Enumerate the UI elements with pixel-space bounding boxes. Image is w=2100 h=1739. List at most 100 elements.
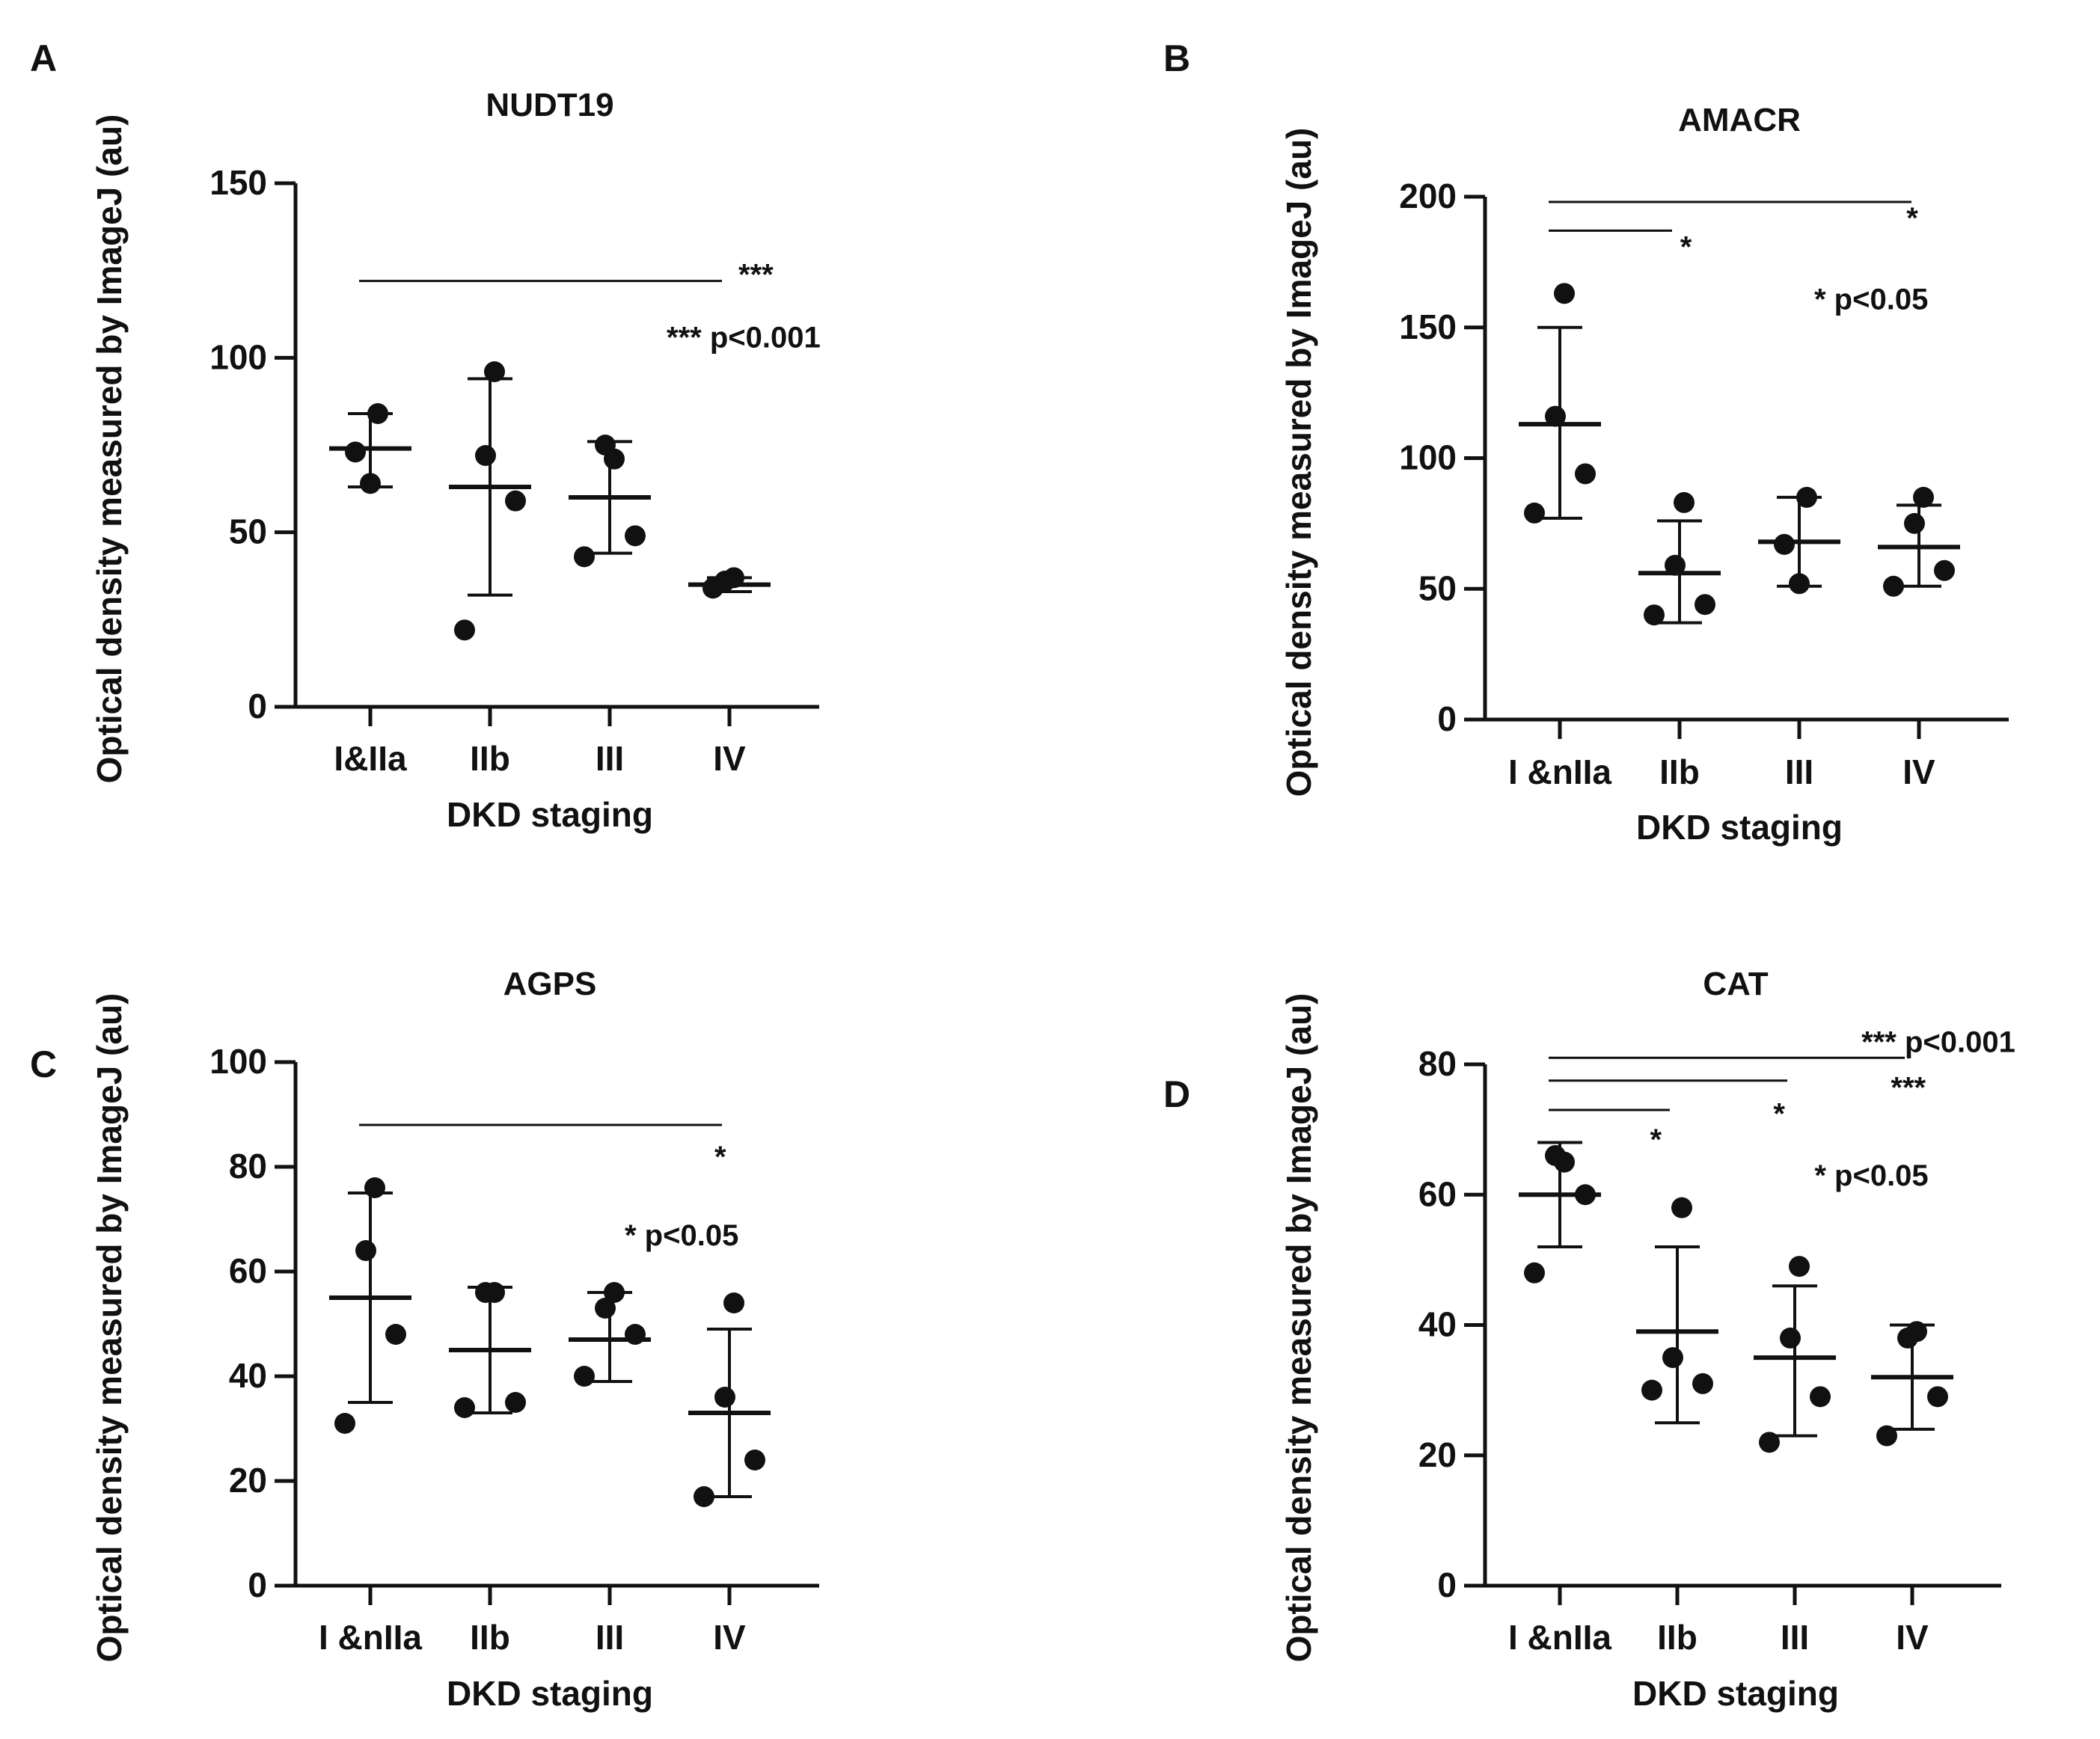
significance-label: *** xyxy=(738,258,774,291)
data-point xyxy=(574,1366,595,1387)
significance-label: * xyxy=(1680,230,1692,263)
x-tick-label: IV xyxy=(713,739,746,778)
data-point xyxy=(484,361,505,382)
y-tick-label: 100 xyxy=(209,337,267,376)
y-tick-label: 150 xyxy=(209,163,267,202)
data-point xyxy=(1545,405,1566,427)
data-point xyxy=(1897,1327,1918,1349)
data-point xyxy=(1671,1197,1692,1218)
data-point xyxy=(1695,594,1715,616)
data-point xyxy=(714,1387,735,1408)
data-point xyxy=(1644,604,1665,626)
y-tick-label: 60 xyxy=(1418,1174,1457,1213)
data-point xyxy=(1789,573,1810,595)
chart-title: AGPS xyxy=(503,966,597,1002)
data-point xyxy=(505,490,526,512)
y-tick-label: 200 xyxy=(1399,177,1457,215)
data-point xyxy=(505,1392,526,1413)
significance-label: * xyxy=(1906,202,1918,235)
x-axis-title: DKD staging xyxy=(447,795,653,834)
x-tick-label: I &nIIa xyxy=(1508,1618,1611,1657)
data-point xyxy=(625,1324,646,1345)
data-point xyxy=(1789,1256,1810,1278)
x-tick-label: IV xyxy=(1902,752,1935,791)
y-tick-label: 20 xyxy=(1418,1435,1457,1474)
data-point xyxy=(1904,512,1925,534)
data-point xyxy=(1641,1379,1662,1401)
data-point xyxy=(1913,486,1934,508)
y-tick-label: 40 xyxy=(229,1356,267,1395)
x-axis-title: DKD staging xyxy=(1636,808,1843,847)
x-tick-label: IIb xyxy=(1657,1618,1698,1657)
data-point xyxy=(1554,283,1575,304)
x-tick-label: I &nIIa xyxy=(1508,752,1611,791)
y-tick-label: 80 xyxy=(1418,1044,1457,1083)
y-axis-title: Optical density measured by ImageJ (au) xyxy=(90,993,129,1663)
significance-label: * p<0.05 xyxy=(1814,283,1928,316)
significance-label: * p<0.05 xyxy=(625,1219,738,1252)
x-tick-label: IIb xyxy=(470,739,510,778)
data-point xyxy=(385,1324,406,1345)
data-point xyxy=(1665,554,1686,576)
data-point xyxy=(475,1282,496,1303)
data-point xyxy=(1876,1425,1897,1447)
data-point xyxy=(1545,1144,1566,1166)
x-tick-label: III xyxy=(596,739,624,778)
data-point xyxy=(1934,559,1955,581)
data-point xyxy=(1575,1184,1596,1206)
panel-b: B AMACR 0 50 100 150 200 I &nIIa IIb III IV DKD sta… xyxy=(1163,37,2009,847)
y-axis-title: Optical density measured by ImageJ (au) xyxy=(1279,128,1318,797)
data-point xyxy=(367,403,388,424)
y-tick-label: 150 xyxy=(1399,307,1457,346)
chart-title: NUDT19 xyxy=(486,87,613,123)
data-point xyxy=(1774,533,1795,555)
x-tick-label: IIb xyxy=(470,1618,510,1657)
y-tick-label: 0 xyxy=(248,687,267,726)
y-tick-label: 40 xyxy=(1418,1305,1457,1344)
data-point xyxy=(364,1177,385,1198)
data-point xyxy=(714,571,735,592)
panel-letter: C xyxy=(30,1043,57,1085)
y-axis-title: Optical density measured by ImageJ (au) xyxy=(90,114,129,784)
panel-d: D CAT 0 20 40 60 80 I &nIIa IIb III IV DKD staging O… xyxy=(1163,966,2015,1713)
significance-label: *** xyxy=(1891,1071,1926,1104)
data-point xyxy=(1575,463,1596,485)
significance-label: * xyxy=(714,1141,726,1174)
y-tick-label: 0 xyxy=(1437,1565,1457,1604)
x-tick-label: III xyxy=(596,1618,624,1657)
data-point xyxy=(334,1413,355,1434)
data-point xyxy=(1759,1432,1780,1453)
x-tick-label: III xyxy=(1785,752,1813,791)
significance-label: * p<0.05 xyxy=(1814,1159,1928,1192)
data-point xyxy=(1810,1386,1831,1408)
y-tick-label: 0 xyxy=(1437,699,1457,738)
significance-label: *** p<0.001 xyxy=(667,321,821,354)
data-point xyxy=(454,1397,475,1418)
data-point xyxy=(1796,486,1817,508)
y-tick-label: 80 xyxy=(229,1147,267,1186)
panel-letter: B xyxy=(1163,37,1190,79)
chart-title: AMACR xyxy=(1678,102,1801,138)
data-point xyxy=(1524,1262,1545,1283)
data-point xyxy=(360,473,381,494)
y-axis-title: Optical density measured by ImageJ (au) xyxy=(1279,993,1318,1663)
x-tick-label: III xyxy=(1781,1618,1809,1657)
x-tick-label: I&IIa xyxy=(334,739,407,778)
y-tick-label: 100 xyxy=(209,1042,267,1081)
data-point xyxy=(454,619,475,641)
data-point xyxy=(604,1282,625,1303)
x-axis-title: DKD staging xyxy=(447,1674,653,1713)
data-point xyxy=(355,1240,376,1261)
x-tick-label: IV xyxy=(713,1618,746,1657)
panel-a: A NUDT19 0 50 100 150 I&IIa IIb III IV DKD staging… xyxy=(30,37,821,834)
data-point xyxy=(595,435,616,456)
significance-label: * xyxy=(1773,1097,1785,1130)
data-point xyxy=(1692,1373,1713,1394)
x-tick-label: I &nIIa xyxy=(319,1618,422,1657)
y-tick-label: 0 xyxy=(248,1565,267,1604)
panel-letter: D xyxy=(1163,1073,1190,1115)
y-tick-label: 60 xyxy=(229,1251,267,1290)
data-point xyxy=(744,1450,765,1470)
x-axis-title: DKD staging xyxy=(1632,1674,1839,1713)
